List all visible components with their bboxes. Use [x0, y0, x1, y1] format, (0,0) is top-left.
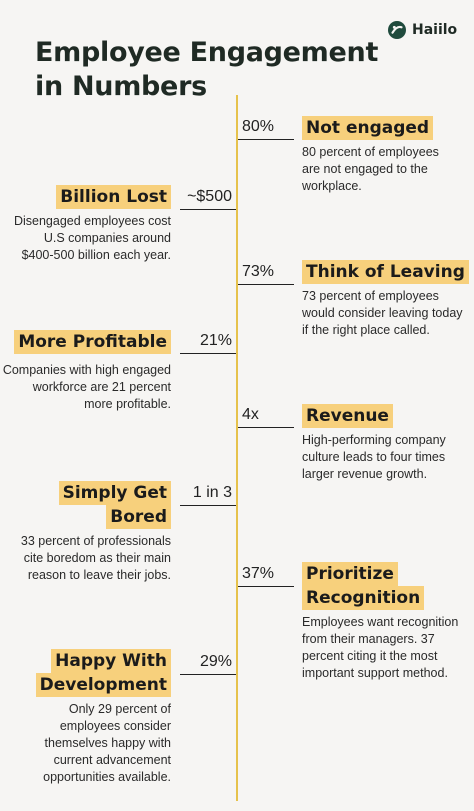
- description-line: workplace.: [302, 179, 362, 193]
- stat-heading-line: More Profitable: [14, 330, 171, 354]
- description-line: percent citing it the most: [302, 649, 438, 663]
- description-line: important support method.: [302, 666, 448, 680]
- stat-value: 1 in 3: [180, 483, 236, 506]
- stat-value: 4x: [238, 405, 294, 428]
- stat-heading-line: Bored: [106, 505, 171, 529]
- description-line: themselves happy with: [44, 736, 171, 750]
- stat-heading-line: Billion Lost: [56, 185, 171, 209]
- haiilo-logo-icon: [388, 21, 406, 39]
- brand-logo: Haiilo: [388, 21, 457, 39]
- stat-heading: Billion Lost: [56, 185, 171, 209]
- stat-heading-line: Not engaged: [302, 116, 434, 140]
- stat-value: 73%: [238, 262, 294, 285]
- stat-description: Disengaged employees cost U.S companies …: [14, 213, 171, 264]
- stat-heading-line: Prioritize: [302, 562, 398, 586]
- description-line: employees consider: [59, 719, 171, 733]
- description-line: from their managers. 37: [302, 632, 435, 646]
- stat-heading: Prioritize Recognition: [302, 562, 425, 610]
- description-line: Disengaged employees cost: [13, 214, 171, 228]
- stat-value: 80%: [238, 117, 294, 140]
- description-line: would consider leaving today: [302, 306, 463, 320]
- stat-heading-line: Think of Leaving: [302, 260, 469, 284]
- stat-heading-line: Happy With: [51, 649, 171, 673]
- title-line-1: Employee Engagement: [35, 37, 379, 68]
- description-line: culture leads to four times: [302, 450, 446, 464]
- description-line: are not engaged to the: [302, 162, 428, 176]
- description-line: High-performing company: [302, 433, 446, 447]
- description-line: Companies with high engaged: [2, 363, 171, 377]
- stat-value: 37%: [238, 564, 294, 587]
- stat-heading: More Profitable: [14, 330, 171, 354]
- description-line: 33 percent of professionals: [20, 534, 171, 548]
- stat-description: Employees want recognition from their ma…: [302, 614, 458, 682]
- stat-heading-line: Recognition: [302, 586, 425, 610]
- description-line: opportunities available.: [43, 770, 171, 784]
- stat-heading: Revenue: [302, 404, 393, 428]
- stat-heading: Happy With Development: [35, 649, 171, 697]
- description-line: 73 percent of employees: [302, 289, 439, 303]
- stat-heading: Simply Get Bored: [58, 481, 171, 529]
- brand-name: Haiilo: [412, 22, 458, 38]
- description-line: workforce are 21 percent: [32, 380, 171, 394]
- description-line: 80 percent of employees: [302, 145, 439, 159]
- description-line: U.S companies around: [43, 231, 171, 245]
- stat-description: 33 percent of professionals cite boredom…: [21, 533, 171, 584]
- stat-value: 29%: [180, 652, 236, 675]
- stat-description: 73 percent of employees would consider l…: [302, 288, 463, 339]
- stat-heading: Think of Leaving: [302, 260, 469, 284]
- stat-value: 21%: [180, 331, 236, 354]
- page-title: Employee Engagement in Numbers: [35, 36, 378, 104]
- timeline-spine: [236, 95, 238, 801]
- stat-heading-line: Simply Get: [58, 481, 171, 505]
- description-line: more profitable.: [84, 397, 171, 411]
- description-line: $400-500 billion each year.: [21, 248, 171, 262]
- stat-description: 80 percent of employees are not engaged …: [302, 144, 439, 195]
- title-line-2: in Numbers: [35, 71, 207, 102]
- stat-description: High-performing company culture leads to…: [302, 432, 446, 483]
- description-line: reason to leave their jobs.: [27, 568, 171, 582]
- description-line: current advancement: [53, 753, 171, 767]
- description-line: cite boredom as their main: [23, 551, 171, 565]
- stat-heading: Not engaged: [302, 116, 434, 140]
- stat-heading-line: Development: [35, 673, 171, 697]
- stat-description: Companies with high engaged workforce ar…: [3, 362, 171, 413]
- description-line: if the right place called.: [302, 323, 430, 337]
- stat-description: Only 29 percent of employees consider th…: [43, 701, 171, 786]
- stat-heading-line: Revenue: [302, 404, 393, 428]
- description-line: Employees want recognition: [302, 615, 459, 629]
- description-line: larger revenue growth.: [302, 467, 428, 481]
- stat-value: ~$500: [180, 187, 236, 210]
- description-line: Only 29 percent of: [68, 702, 171, 716]
